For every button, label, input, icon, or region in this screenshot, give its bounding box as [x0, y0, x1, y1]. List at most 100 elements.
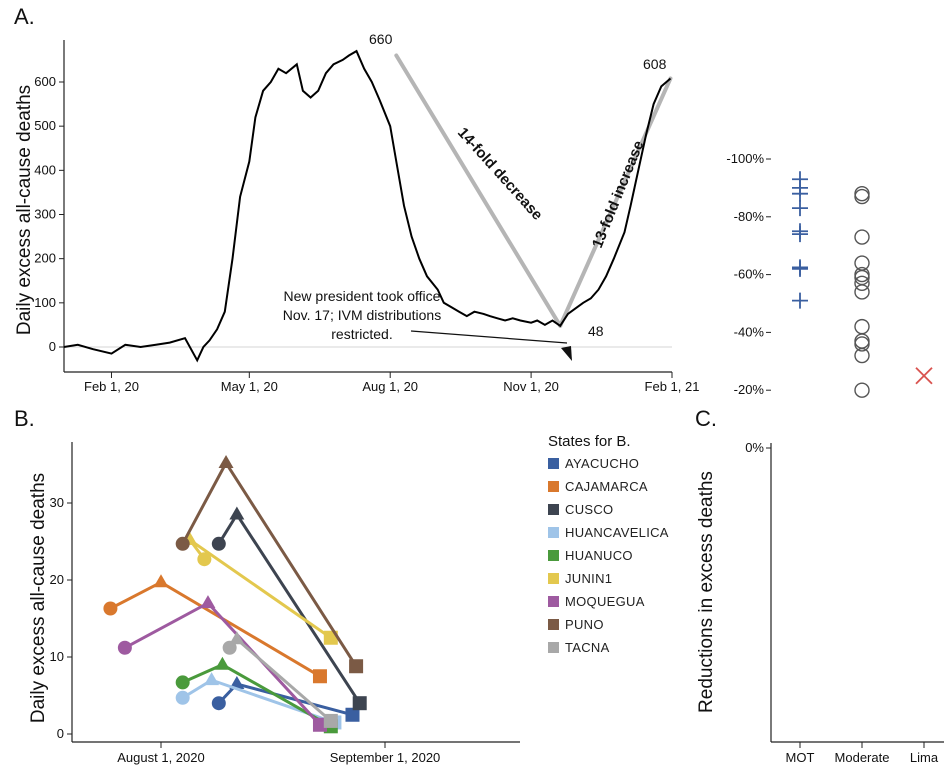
- legend-label-tacna: TACNA: [565, 640, 610, 655]
- legend-swatch-cajamarca: [548, 481, 559, 492]
- panel-a-note-arrow-line: [410, 330, 568, 344]
- panel-b-y-tick-label: 10: [50, 649, 64, 664]
- series-point-square-cajamarca: [312, 669, 327, 684]
- point-circle-moderate: [854, 255, 870, 271]
- panel-a-x-tick-label: Aug 1, 20: [362, 379, 418, 394]
- legend-label-huanuco: HUANUCO: [565, 548, 633, 563]
- panel-b: B. Daily excess all-cause deaths 0 10 20 30…: [14, 406, 669, 765]
- series-point-circle-puno: [175, 536, 190, 551]
- series-point-square-puno: [349, 659, 364, 674]
- panel-c-x-tick-label: Lima: [910, 750, 939, 765]
- panel-a-x-tick-label: Feb 1, 20: [84, 379, 139, 394]
- panel-a-y-tick-label: 100: [34, 295, 56, 310]
- point-plus-mot: [792, 223, 808, 240]
- panel-a-trend-lines: [394, 53, 673, 328]
- legend-swatch-tacna: [548, 642, 559, 653]
- legend-swatch-huanuco: [548, 550, 559, 561]
- legend-label-puno: PUNO: [565, 617, 604, 632]
- series-point-triangle-cajamarca: [153, 574, 169, 588]
- legend-swatch-junin1: [548, 573, 559, 584]
- panel-a-end-label: 608: [643, 56, 667, 72]
- series-point-circle-cajamarca: [103, 601, 118, 616]
- series-point-triangle-cusco: [229, 506, 245, 520]
- point-circle-moderate: [854, 275, 870, 291]
- point-plus-mot: [792, 259, 808, 276]
- panel-a-note-line-2: Nov. 17; IVM distributions: [283, 307, 441, 323]
- panel-b-letter: B.: [14, 406, 35, 431]
- panel-b-y-tick-label: 0: [57, 726, 64, 741]
- series-point-circle-junin1: [197, 552, 212, 567]
- panel-a-y-axis-title: Daily excess all-cause deaths: [14, 85, 35, 335]
- panel-c-y-tick-label: -80%: [734, 209, 765, 224]
- legend-swatch-ayacucho: [548, 458, 559, 469]
- series-point-square-tacna: [323, 713, 338, 728]
- panel-a-trough-label: 48: [588, 323, 604, 339]
- series-point-square-cusco: [352, 696, 367, 711]
- series-point-square-ayacucho: [345, 707, 360, 722]
- panel-a-note-line-1: New president took office: [284, 288, 441, 304]
- point-circle-moderate: [854, 284, 870, 300]
- panel-a-y-tick-label: 200: [34, 251, 56, 266]
- series-point-circle-moquegua: [117, 640, 132, 655]
- panel-a-y-tick-label: 0: [49, 339, 56, 354]
- panel-b-x-tick-label: August 1, 2020: [117, 750, 204, 765]
- point-plus-mot: [792, 171, 808, 188]
- panel-a-y-tick-label: 400: [34, 162, 56, 177]
- series-point-triangle-tacna: [229, 631, 245, 645]
- point-plus-mot: [792, 292, 808, 309]
- panel-c-y-tick-label: -100%: [726, 151, 764, 166]
- panel-a-x-tick-label: May 1, 20: [221, 379, 278, 394]
- panel-a-letter: A.: [14, 4, 35, 29]
- legend-swatch-huancavelica: [548, 527, 559, 538]
- panel-b-x-tick-label: September 1, 2020: [330, 750, 441, 765]
- point-circle-moderate: [854, 266, 870, 283]
- panel-a-increase-label: 13-fold increase: [589, 138, 648, 250]
- point-circle-moderate: [854, 229, 870, 245]
- panel-c-y-tick-label: 0%: [745, 440, 764, 455]
- panel-c: C. Reductions in excess deaths 0% -20% -40…: [695, 151, 944, 765]
- panel-c-points: [792, 171, 933, 398]
- series-point-triangle-moquegua: [200, 595, 216, 609]
- panel-b-series: [103, 454, 367, 734]
- panel-a-trend-line: [394, 53, 563, 328]
- panel-c-y-axis-title: Reductions in excess deaths: [696, 471, 717, 713]
- legend-label-huancavelica: HUANCAVELICA: [565, 525, 669, 540]
- panel-c-x-tick-label: MOT: [786, 750, 815, 765]
- point-circle-moderate: [854, 318, 870, 335]
- panel-b-legend-title: States for B.: [548, 433, 631, 450]
- point-plus-mot: [792, 200, 808, 217]
- panel-a: A. Daily excess all-cause deaths 0 100 200…: [14, 4, 699, 394]
- panel-a-x-tick-label: Nov 1, 20: [503, 379, 559, 394]
- panel-a-y-tick-label: 600: [34, 74, 56, 89]
- point-circle-moderate: [854, 185, 870, 202]
- legend-label-cusco: CUSCO: [565, 502, 613, 517]
- panel-a-trend-line: [558, 76, 673, 328]
- panel-a-peak-label: 660: [369, 31, 393, 47]
- legend-label-cajamarca: CAJAMARCA: [565, 479, 648, 494]
- panel-b-axes: 0 10 20 30 August 1, 2020 September 1, 2020: [50, 442, 520, 765]
- point-circle-moderate: [854, 188, 870, 205]
- panel-c-x-tick-label: Moderate: [835, 750, 890, 765]
- panel-b-y-tick-label: 20: [50, 572, 64, 587]
- panel-c-axes: 0% -20% -40% -60% -80% -100% MOT Moderate Lima: [726, 151, 944, 765]
- panel-c-y-tick-label: -60%: [734, 267, 765, 282]
- series-point-triangle-huancavelica: [204, 672, 220, 686]
- series-point-circle-huancavelica: [175, 690, 190, 705]
- legend-swatch-moquegua: [548, 596, 559, 607]
- panel-a-series-line: [63, 49, 672, 363]
- panel-c-y-tick-label: -20%: [734, 382, 765, 397]
- legend-label-moquegua: MOQUEGUA: [565, 594, 645, 609]
- point-circle-moderate: [854, 382, 870, 398]
- panel-b-y-axis-title: Daily excess all-cause deaths: [28, 473, 49, 723]
- series-point-circle-cusco: [211, 536, 226, 551]
- panel-a-y-tick-label: 500: [34, 118, 56, 133]
- panel-a-axes: 0 100 200 300 400 500 600 Feb 1, 20 May 1, 20 Aug…: [34, 40, 699, 394]
- panel-b-legend: States for B. AYACUCHO CAJAMARCA CUSCO HUAN…: [548, 433, 669, 655]
- point-x-lima: [915, 367, 933, 385]
- panel-b-y-tick-label: 30: [50, 495, 64, 510]
- panel-a-note-arrow-head: [561, 346, 572, 361]
- panel-c-y-tick-label: -40%: [734, 324, 765, 339]
- legend-swatch-puno: [548, 619, 559, 630]
- series-point-triangle-ayacucho: [229, 675, 245, 689]
